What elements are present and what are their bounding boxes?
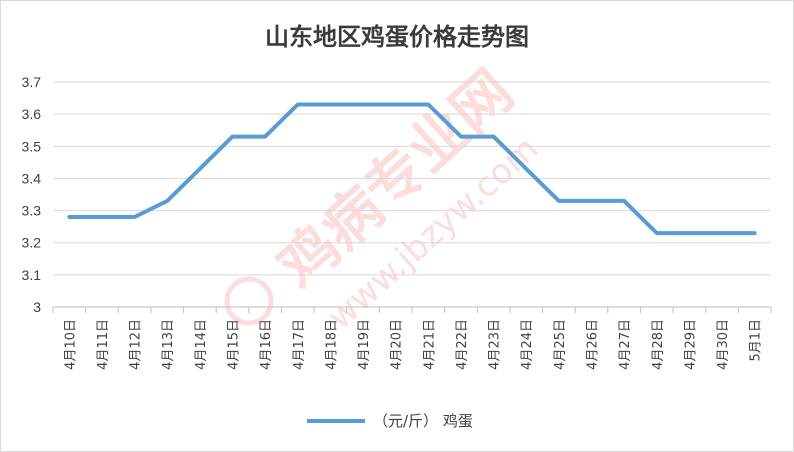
y-tick-label: 3.5 [22,138,42,154]
x-axis-tick-labels: 4月10日 4月11日 4月12日 4月13日 4月14日 4月15日 4月16日 4月17日… [63,319,763,370]
x-tick-label: 4月17日 [292,319,307,370]
legend: （元/斤） 鸡蛋 [307,412,473,430]
x-tick-label: 4月10日 [63,319,78,370]
x-tick-label: 4月30日 [716,319,731,370]
x-tick-label: 4月18日 [324,319,339,370]
x-tick-label: 4月14日 [194,319,209,370]
y-tick-label: 3.3 [22,203,42,219]
x-tick-label: 4月13日 [161,319,176,370]
y-tick-label: 3.2 [22,235,42,251]
x-tick-label: 4月24日 [520,319,535,370]
y-tick-label: 3.6 [22,106,42,122]
watermark-logo-icon [224,276,274,326]
x-tick-label: 4月27日 [618,319,633,370]
x-tick-label: 4月25日 [553,319,568,370]
x-tick-label: 4月21日 [422,319,437,370]
y-tick-label: 3.1 [22,267,42,283]
x-tick-label: 4月29日 [683,319,698,370]
chart-title: 山东地区鸡蛋价格走势图 [265,23,529,51]
x-tick-label: 4月15日 [227,319,242,370]
x-tick-label: 4月11日 [96,319,111,370]
y-axis-tick-labels: 3 3.1 3.2 3.3 3.4 3.5 3.6 3.7 [22,74,42,315]
x-tick-label: 4月23日 [488,319,503,370]
x-tick-label: 4月19日 [357,319,372,370]
x-tick-label: 4月22日 [455,319,470,370]
gridlines [53,81,771,276]
legend-label: （元/斤） 鸡蛋 [373,412,473,430]
watermark: 鸡病专业网 www.jbzyw.com [224,57,546,338]
x-tick-label: 4月16日 [259,319,274,370]
x-tick-label: 5月1日 [749,319,764,362]
x-axis [52,306,772,313]
y-tick-label: 3.4 [22,170,42,186]
y-tick-label: 3 [33,299,41,315]
y-tick-label: 3.7 [22,74,42,90]
series-lines [67,102,757,236]
x-tick-label: 4月20日 [390,319,405,370]
x-tick-label: 4月12日 [129,319,144,370]
x-tick-label: 4月26日 [586,319,601,370]
series-line [67,102,757,236]
x-tick-label: 4月28日 [651,319,666,370]
